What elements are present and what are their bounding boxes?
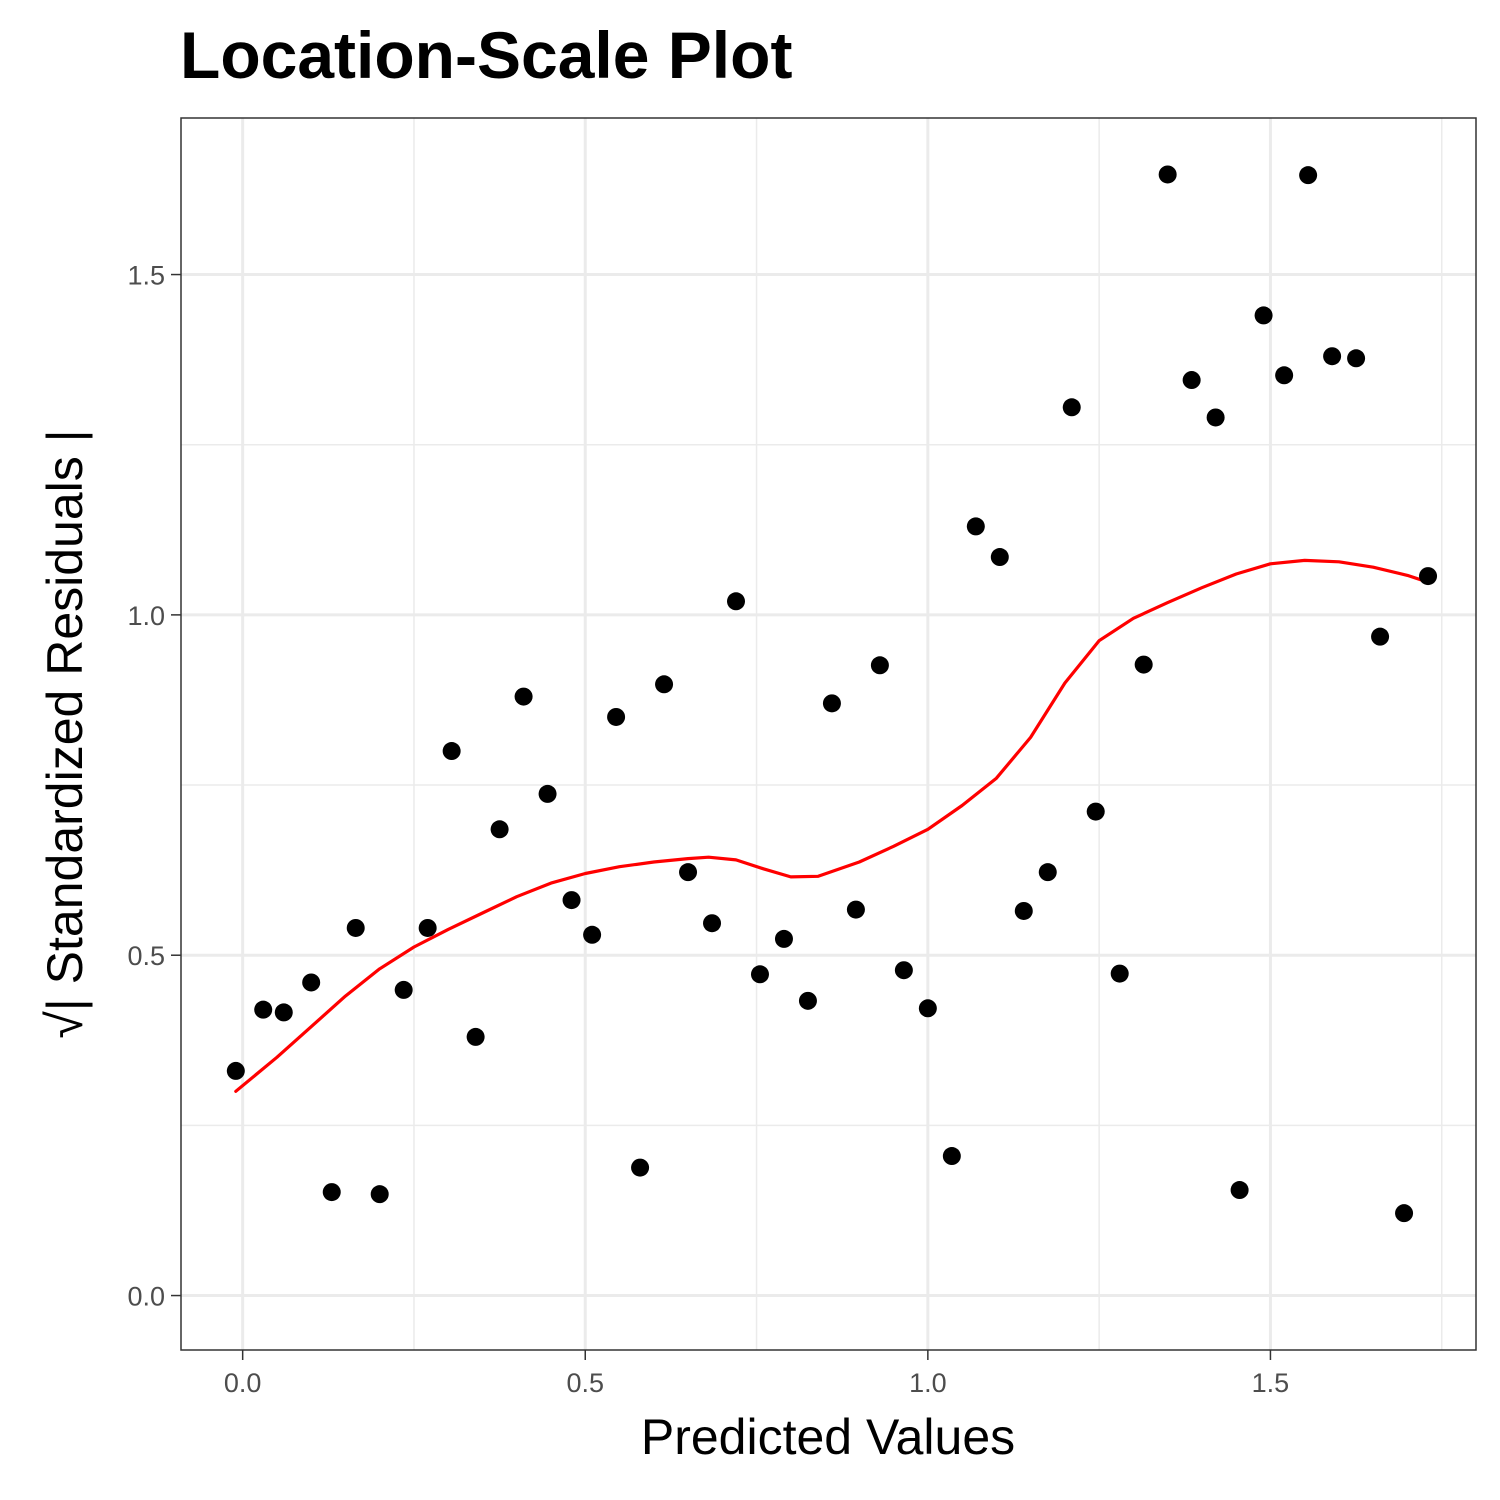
data-point [966,517,985,536]
data-point [1323,347,1342,366]
y-tick-label: 0.0 [127,1282,165,1312]
points-layer [226,165,1438,1223]
data-point [1158,165,1177,184]
x-tick-label: 1.5 [1252,1368,1290,1398]
smooth-trend-line [234,558,1430,1093]
data-point [679,863,698,882]
data-point [1086,802,1105,821]
data-point [370,1185,389,1204]
data-point [538,784,557,803]
data-point [466,1027,485,1046]
x-tick-label: 0.0 [224,1368,262,1398]
data-point [870,656,889,675]
data-point [1206,408,1225,427]
data-point [394,980,413,999]
data-point [918,999,937,1018]
data-point [607,707,626,726]
data-point [322,1183,341,1202]
data-point [562,891,581,910]
data-point [1038,863,1057,882]
data-point [750,965,769,984]
data-point [990,548,1009,567]
chart-title: Location-Scale Plot [180,18,792,92]
data-point [822,694,841,713]
data-point [631,1158,650,1177]
data-point [1275,366,1294,385]
data-point [774,929,793,948]
panel-border [180,117,1477,1351]
data-point [703,914,722,933]
smooth-line-layer [234,558,1430,1093]
data-point [418,918,437,937]
data-point [254,1000,273,1019]
data-point [1254,306,1273,325]
data-point [226,1061,245,1080]
data-point [583,925,602,944]
data-point [1014,901,1033,920]
data-point [346,918,365,937]
data-point [514,687,533,706]
data-point [1371,627,1390,646]
y-tick-label: 1.5 [127,261,165,291]
data-point [942,1147,961,1166]
data-point [1347,349,1366,368]
y-axis-title: √| Standardized Residuals | [37,429,93,1038]
data-point [894,961,913,980]
data-point [655,675,674,694]
data-point [727,592,745,611]
x-tick-label: 0.5 [566,1368,604,1398]
data-point [302,973,321,992]
data-point [1395,1204,1414,1223]
data-point [1299,166,1318,185]
data-point [798,991,817,1010]
data-point [1419,567,1438,586]
x-axis-title: Predicted Values [641,1409,1015,1465]
data-point [442,742,461,761]
y-tick-label: 1.0 [127,601,165,631]
data-point [274,1003,293,1022]
data-point [1182,371,1201,390]
data-point [1134,655,1153,674]
x-tick-label: 1.0 [909,1368,947,1398]
axes: 0.0 0.5 1.0 1.5 0.0 0.5 1.0 1.5 [127,261,1289,1398]
data-point [1110,964,1129,983]
data-point [1230,1181,1249,1200]
y-tick-label: 0.5 [127,941,165,971]
data-point [846,900,865,919]
data-point [1062,398,1081,417]
data-point [490,820,509,839]
grid-lines [181,118,1476,1350]
